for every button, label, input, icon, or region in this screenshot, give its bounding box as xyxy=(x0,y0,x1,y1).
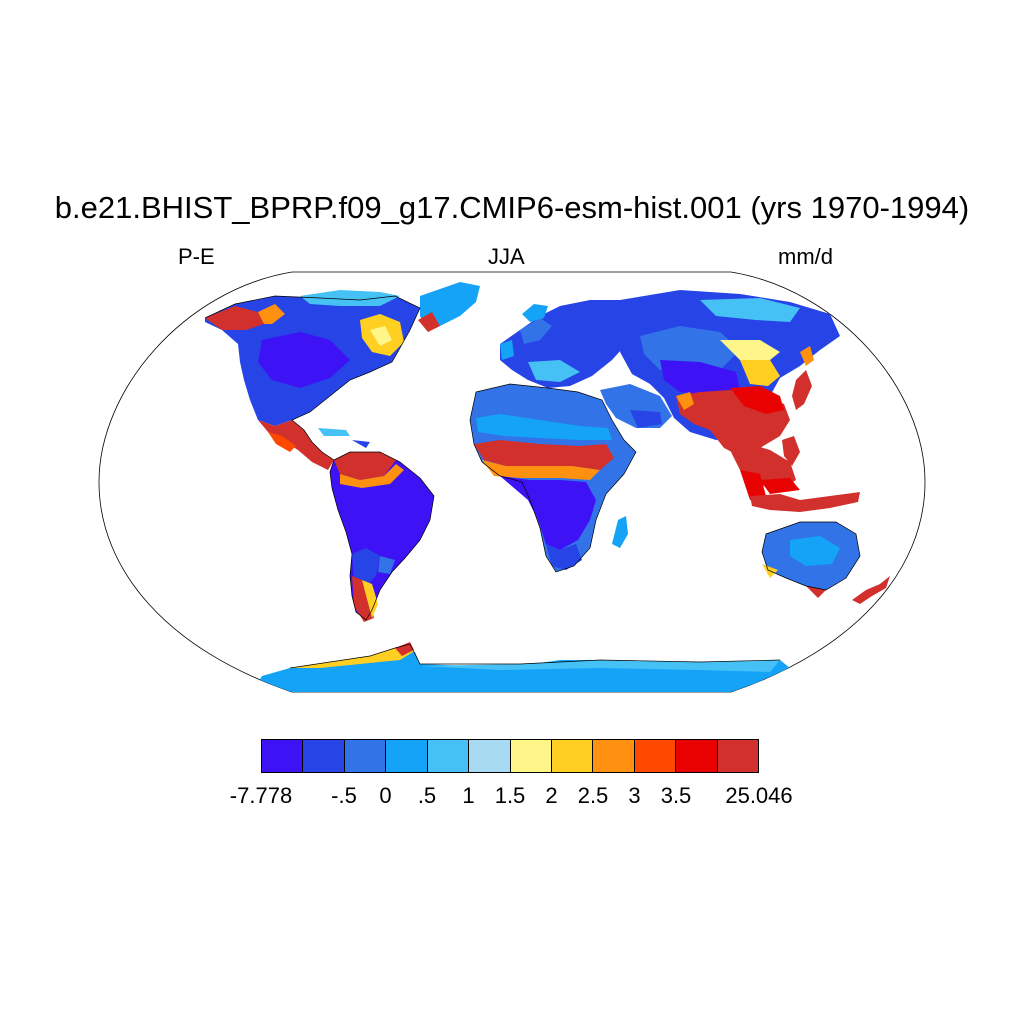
colorbar-cell xyxy=(676,740,718,772)
colorbar-tick-label: 25.046 xyxy=(725,783,793,808)
colorbar-tick-label: 0 xyxy=(379,783,392,808)
central-america xyxy=(258,420,334,470)
colorbar-cell xyxy=(717,740,759,772)
colorbar-tick-label: 1 xyxy=(462,783,475,808)
colorbar-tick-label: -.5 xyxy=(331,783,357,808)
units-label: mm/d xyxy=(778,244,833,269)
colorbar-tick-label: 1.5 xyxy=(494,783,526,808)
plot-title: b.e21.BHIST_BPRP.f09_g17.CMIP6-esm-hist.… xyxy=(54,190,970,225)
colorbar-tick-label: 2 xyxy=(545,783,558,808)
colorbar-cell xyxy=(386,740,428,772)
madagascar xyxy=(612,516,628,548)
season-label: JJA xyxy=(488,244,525,269)
colorbar-tick-label: -7.778 xyxy=(229,783,293,808)
colorbar-tick-label: 3.5 xyxy=(660,783,692,808)
colorbar-cell xyxy=(344,740,387,772)
colorbar-cell xyxy=(593,740,635,772)
colorbar-cell xyxy=(551,740,594,772)
colorbar-tick-label: .5 xyxy=(417,783,437,808)
colorbar-cell xyxy=(634,740,677,772)
indonesia xyxy=(750,492,860,512)
colorbar-cell xyxy=(303,740,345,772)
colorbar-tick-label: 2.5 xyxy=(577,783,609,808)
antarctic-peninsula-red xyxy=(395,642,414,656)
colorbar-tick-label: 3 xyxy=(628,783,641,808)
colorbar-cell xyxy=(510,740,552,772)
new-zealand xyxy=(852,576,890,604)
variable-label: P-E xyxy=(178,244,215,269)
antarctic-peninsula xyxy=(290,644,413,668)
colorbar-cell xyxy=(427,740,470,772)
japan xyxy=(792,370,812,410)
colorbar xyxy=(261,739,759,773)
colorbar-cell xyxy=(469,740,511,772)
colorbar-cell xyxy=(262,740,304,772)
